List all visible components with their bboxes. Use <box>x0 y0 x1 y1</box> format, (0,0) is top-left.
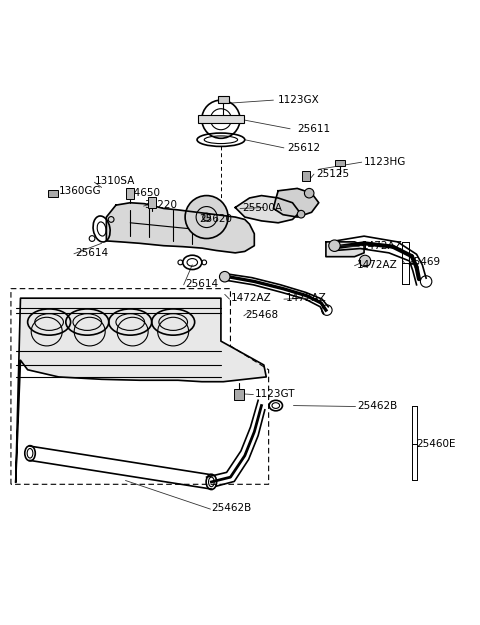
Circle shape <box>360 255 371 267</box>
Text: 25620: 25620 <box>199 214 232 224</box>
Circle shape <box>203 213 210 221</box>
Bar <box>48 190 58 196</box>
Text: 1472AZ: 1472AZ <box>362 241 402 251</box>
Text: 1123GX: 1123GX <box>278 95 320 105</box>
Text: 25611: 25611 <box>297 124 330 134</box>
Polygon shape <box>16 298 266 482</box>
Text: 1310SA: 1310SA <box>95 176 135 186</box>
Circle shape <box>304 188 314 198</box>
Text: 94650: 94650 <box>128 188 161 198</box>
Text: 1123GT: 1123GT <box>254 389 295 399</box>
Text: 25125: 25125 <box>316 169 349 179</box>
Text: 1123HG: 1123HG <box>364 157 407 167</box>
Text: 25469: 25469 <box>407 258 440 268</box>
Circle shape <box>219 271 230 282</box>
Text: 25612: 25612 <box>288 143 321 153</box>
Bar <box>126 188 134 199</box>
Text: 25462B: 25462B <box>211 503 252 513</box>
Text: 1472AZ: 1472AZ <box>285 293 326 303</box>
Polygon shape <box>274 188 319 217</box>
Text: 25500A: 25500A <box>242 202 282 212</box>
Bar <box>217 96 229 104</box>
Text: 39220: 39220 <box>144 200 178 210</box>
Bar <box>234 389 244 400</box>
Text: 25468: 25468 <box>245 310 278 320</box>
Text: 25614: 25614 <box>185 279 218 289</box>
Polygon shape <box>326 242 364 257</box>
Circle shape <box>185 196 228 239</box>
Bar <box>336 160 345 166</box>
Polygon shape <box>235 196 300 222</box>
Text: 25462B: 25462B <box>357 401 397 411</box>
Text: 1472AZ: 1472AZ <box>230 293 271 303</box>
Bar <box>148 197 156 208</box>
Polygon shape <box>107 202 254 253</box>
Text: 25614: 25614 <box>75 248 108 258</box>
Text: 25460E: 25460E <box>417 439 456 449</box>
Text: 1360GG: 1360GG <box>59 186 101 196</box>
Bar <box>198 116 244 123</box>
Circle shape <box>329 240 340 251</box>
Circle shape <box>297 211 305 218</box>
Bar <box>301 171 310 181</box>
Text: 1472AZ: 1472AZ <box>357 260 397 270</box>
